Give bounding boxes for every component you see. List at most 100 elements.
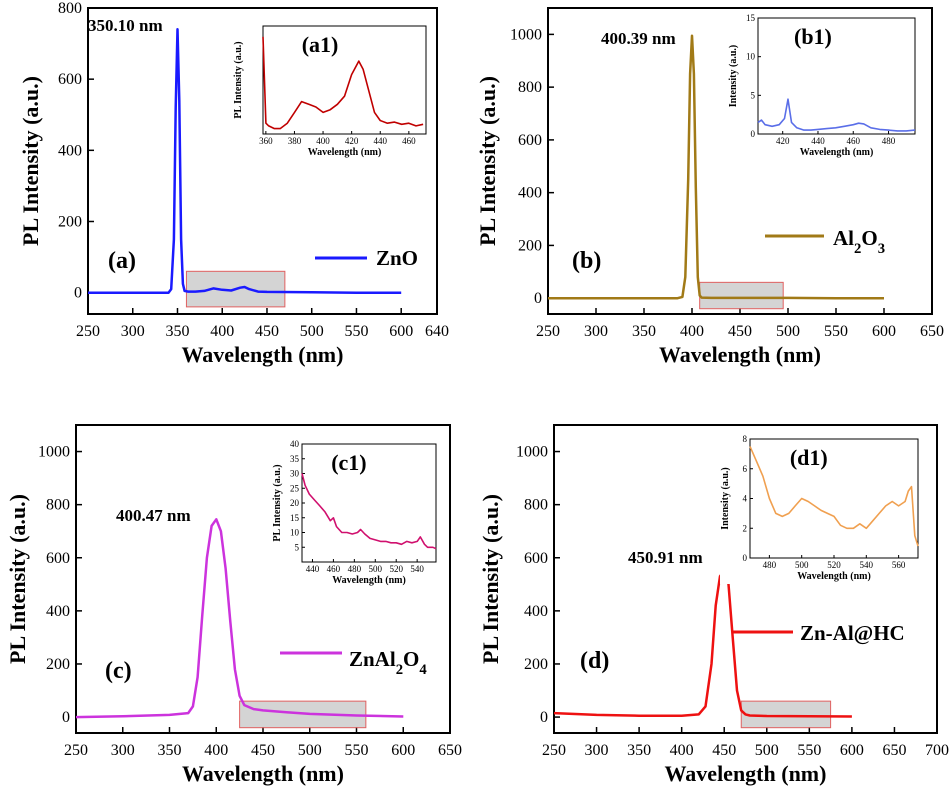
x-axis-title: Wavelength (nm) (182, 761, 344, 786)
plot-frame (87, 7, 438, 315)
x-axis-title: Wavelength (nm) (182, 342, 344, 367)
y-tick-label: 800 (58, 0, 82, 17)
inset-y-tick-label: 2 (743, 523, 748, 533)
x-tick-label: 250 (76, 323, 100, 340)
inset-x-tick-label: 500 (369, 564, 383, 574)
y-tick-label: 400 (518, 185, 542, 202)
inset-x-axis-title: Wavelength (nm) (797, 571, 871, 582)
x-tick-label: 300 (121, 323, 145, 340)
chart-panel-2: 250 300 350 400 450 500 550 600 650 0 200 400 600 800… (475, 7, 944, 367)
inset-chart: 480 500 520 540 560 0 2 4 6 8 Wavelength (nm) Inten… (720, 433, 924, 584)
highlight-region (699, 281, 784, 310)
inset-chart: 420 440 460 480 0 5 10 15 Wavelength (nm) Intensi… (728, 12, 921, 160)
chart-panel-3: 250 300 350 400 450 500 550 600 650 0 200 400 600 800… (5, 424, 462, 786)
y-tick-label: 200 (518, 237, 542, 254)
y-tick-label: 600 (46, 550, 70, 567)
legend-label: Zn-Al@HC (800, 621, 905, 645)
inset-x-axis-title: Wavelength (nm) (800, 147, 874, 158)
y-axis-title: PL Intensity (a.u.) (5, 494, 30, 664)
x-tick-label: 400 (210, 323, 234, 340)
x-tick-label: 600 (389, 323, 413, 340)
y-tick-label: 200 (524, 656, 548, 673)
peak-label: 400.47 nm (116, 506, 191, 525)
inset-y-tick-label: 10 (290, 528, 300, 538)
panel-label: (a) (108, 248, 136, 274)
inset-y-tick-label: 6 (743, 464, 748, 474)
x-tick-label: 300 (585, 742, 609, 759)
inset-series-line (262, 36, 424, 130)
inset-x-tick-label: 440 (306, 564, 320, 574)
peak-label: 400.39 nm (601, 29, 676, 48)
y-tick-label: 1000 (510, 26, 542, 43)
x-tick-label: 250 (64, 742, 88, 759)
x-tick-label: 300 (584, 323, 608, 340)
y-tick-label: 0 (534, 290, 542, 307)
inset-y-tick-label: 0 (751, 129, 756, 139)
y-tick-label: 600 (524, 550, 548, 567)
y-tick-label: 800 (518, 79, 542, 96)
y-tick-label: 1000 (38, 444, 70, 461)
inset-x-tick-label: 560 (892, 560, 906, 570)
y-tick-label: 800 (46, 497, 70, 514)
y-tick-label: 400 (524, 603, 548, 620)
y-axis-title: PL Intensity (a.u.) (478, 494, 503, 664)
y-axis-title: PL Intensity (a.u.) (475, 76, 500, 246)
y-axis-title: PL Intensity (a.u.) (18, 76, 43, 246)
inset-x-tick-label: 460 (327, 564, 341, 574)
x-tick-label: 350 (627, 742, 651, 759)
inset-y-tick-label: 5 (751, 90, 756, 100)
x-tick-label: 350 (632, 323, 656, 340)
y-tick-label: 200 (58, 213, 82, 230)
chart-panel-1: 250 300 350 400 450 500 550 600 640 0 200 400 600 800… (18, 0, 449, 367)
peak-label: 350.10 nm (88, 16, 163, 35)
inset-label: (c1) (331, 450, 366, 475)
inset-x-tick-label: 440 (811, 136, 825, 146)
inset-y-tick-label: 15 (290, 513, 300, 523)
panel-label: (d) (580, 648, 609, 674)
y-tick-label: 600 (58, 71, 82, 88)
x-tick-label: 640 (425, 323, 449, 340)
y-tick-label: 800 (524, 497, 548, 514)
x-tick-label: 450 (712, 742, 736, 759)
x-tick-label: 650 (438, 742, 462, 759)
inset-x-tick-label: 480 (882, 136, 896, 146)
x-tick-label: 400 (204, 742, 228, 759)
inset-label: (a1) (302, 32, 339, 57)
panel-label: (c) (105, 658, 132, 684)
y-tick-label: 0 (74, 285, 82, 302)
x-tick-label: 550 (344, 323, 368, 340)
y-tick-label: 0 (540, 709, 548, 726)
inset-y-tick-label: 35 (290, 454, 300, 464)
x-axis-title: Wavelength (nm) (659, 342, 821, 367)
x-tick-label: 600 (391, 742, 415, 759)
inset-y-tick-label: 4 (743, 494, 748, 504)
peak-label: 450.91 nm (628, 548, 703, 567)
inset-y-tick-label: 30 (290, 469, 300, 479)
inset-y-tick-label: 10 (746, 52, 756, 62)
x-tick-label: 400 (680, 323, 704, 340)
series-line (75, 518, 404, 719)
x-tick-label: 300 (111, 742, 135, 759)
x-tick-label: 450 (251, 742, 275, 759)
inset-background (720, 433, 924, 584)
inset-x-tick-label: 480 (763, 560, 777, 570)
inset-y-axis-title: PL Intensity (a.u.) (233, 41, 244, 118)
inset-x-tick-label: 400 (316, 136, 330, 146)
panel-label: (b) (572, 248, 601, 274)
y-tick-label: 0 (62, 709, 70, 726)
inset-x-tick-label: 420 (776, 136, 790, 146)
x-tick-label: 500 (776, 323, 800, 340)
series-line (88, 28, 402, 294)
series-line (548, 34, 884, 300)
x-tick-label: 550 (824, 323, 848, 340)
inset-background (728, 12, 921, 160)
y-tick-label: 600 (518, 132, 542, 149)
inset-x-tick-label: 360 (259, 136, 273, 146)
inset-y-axis-title: Intensity (a.u.) (720, 467, 731, 530)
inset-y-tick-label: 25 (290, 483, 300, 493)
inset-x-tick-label: 460 (847, 136, 861, 146)
x-tick-label: 450 (255, 323, 279, 340)
x-tick-label: 400 (670, 742, 694, 759)
inset-x-tick-label: 540 (860, 560, 874, 570)
inset-y-axis-title: PL Intensity (a.u.) (272, 464, 283, 541)
